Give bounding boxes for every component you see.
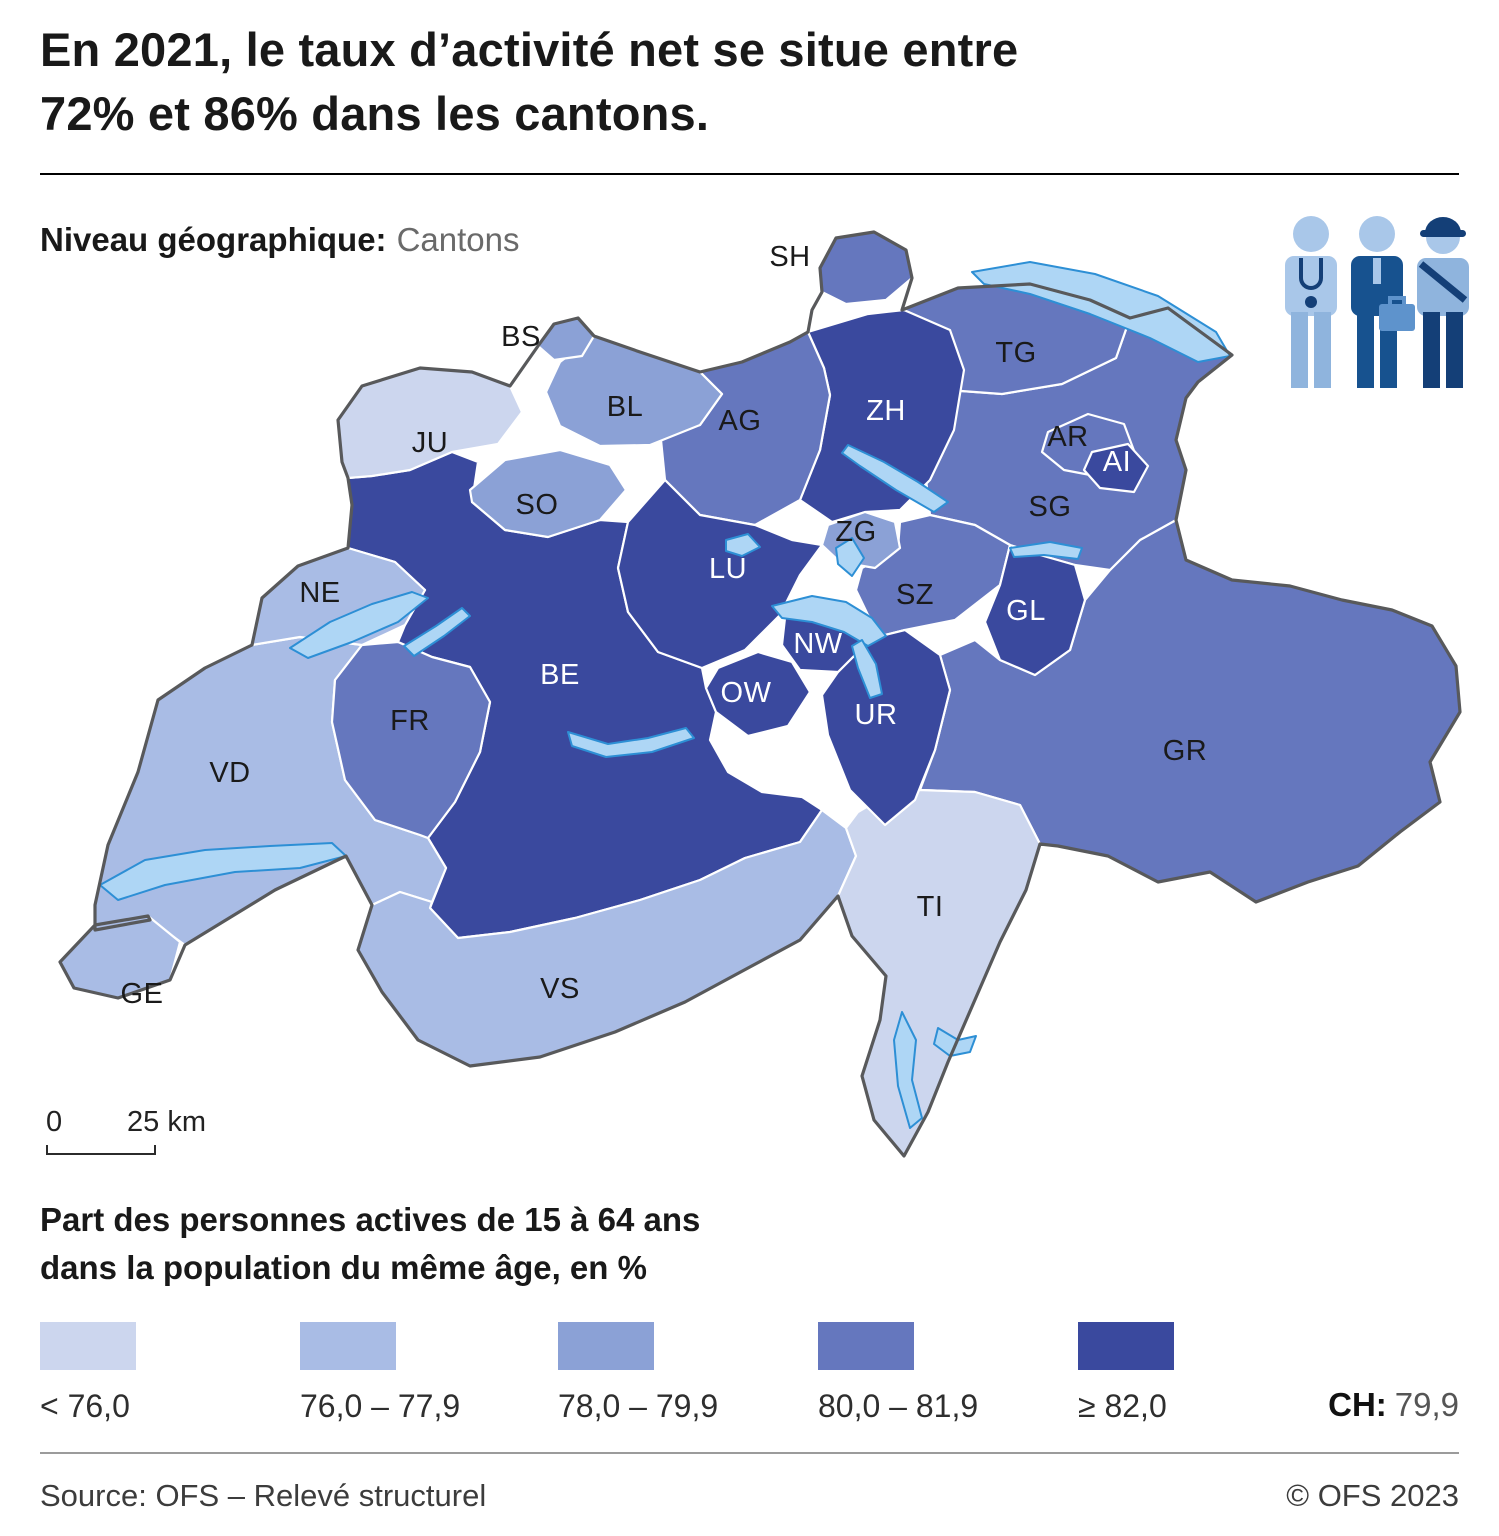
canton-label-tg: TG [995,337,1036,369]
canton-label-lu: LU [709,553,747,585]
legend-item: 80,0 – 81,9 [818,1321,1068,1425]
legend-swatch [300,1321,396,1370]
canton-ai [1082,442,1150,494]
canton-label-fr: FR [390,705,430,737]
canton-label-ow: OW [721,677,772,709]
scale-line [46,1145,156,1155]
ch-average: CH: 79,9 [1328,1386,1459,1424]
title-divider [40,173,1459,175]
lake [289,591,429,659]
canton-lu [616,478,824,670]
canton-label-so: SO [516,489,559,521]
legend: Part des personnes actives de 15 à 64 an… [40,1196,1459,1452]
footer: Source: OFS – Relevé structurel © OFS 20… [40,1478,1459,1514]
legend-title-line-2: dans la population du même âge, en % [40,1248,647,1286]
legend-class-label: ≥ 82,0 [1078,1387,1167,1424]
canton-label-sg: SG [1029,491,1072,523]
scale-start: 0 [46,1106,63,1138]
legend-swatch [818,1321,914,1370]
legend-class-label: 76,0 – 77,9 [300,1387,461,1424]
canton-label-ai: AI [1103,446,1131,478]
canton-label-vd: VD [209,757,250,789]
canton-ow [704,650,812,738]
legend-item: 76,0 – 77,9 [300,1321,550,1425]
geo-level: Niveau géographique: Cantons [40,221,519,259]
lake [851,639,883,699]
lake [893,1011,923,1129]
canton-label-gr: GR [1163,735,1208,767]
legend-item: ≥ 82,0 [1078,1321,1328,1425]
canton-label-ti: TI [917,891,944,923]
canton-labels-layer: GR BE VD VS TI SG TG ZH AG JU NE FR LU SO BL BS SH SZ UR GL… [121,241,1208,1010]
legend-classes: < 76,0 76,0 – 77,9 78,0 – 79,9 80,0 – 81… [40,1321,1459,1452]
workers-pictogram [1285,216,1469,388]
canton-so [468,448,628,539]
worker-icon-business [1351,216,1415,388]
country-outline-layer [58,230,1462,1158]
legend-class-label: 80,0 – 81,9 [818,1387,979,1424]
worker-icon-construction [1417,217,1469,388]
title-line-1: En 2021, le taux d’activité net se situe… [40,23,1019,76]
lake [835,537,865,577]
lake [1009,541,1083,560]
legend-swatch [558,1321,654,1370]
legend-swatch [1078,1321,1174,1370]
legend-item: 78,0 – 79,9 [558,1321,808,1425]
lake [771,595,887,647]
canton-label-zh: ZH [866,395,906,427]
scale-distance: 25 km [127,1106,206,1138]
title-line-2: 72% et 86% dans les cantons. [40,86,710,140]
legend-swatch [40,1321,136,1370]
legend-title-line-1: Part des personnes actives de 15 à 64 an… [40,1201,701,1238]
canton-label-sz: SZ [896,579,934,611]
canton-label-bl: BL [607,391,643,423]
canton-label-zg: ZG [835,516,876,548]
lake [841,444,949,513]
geo-level-value: Cantons [396,221,520,258]
legend-class-label: < 76,0 [40,1387,130,1424]
geo-level-label: Niveau géographique: [40,221,387,258]
canton-label-ar: AR [1047,421,1088,453]
ch-label: CH: [1328,1385,1387,1423]
canton-label-sh: SH [769,241,810,273]
lake [725,533,761,557]
lake [567,727,695,758]
legend-item: < 76,0 [40,1321,290,1425]
copyright-note: © OFS 2023 [1286,1478,1459,1513]
canton-label-nw: NW [793,628,842,660]
canton-label-ne: NE [299,577,340,609]
canton-label-ag: AG [719,405,762,437]
canton-sz [854,513,1012,637]
canton-label-ju: JU [412,427,448,459]
legend-class-label: 78,0 – 79,9 [558,1387,719,1424]
page-title: En 2021, le taux d’activité net se situe… [40,18,1440,146]
map-scale-bar: 0 25 km [46,1106,226,1155]
canton-fr [330,640,492,840]
canton-label-be: BE [540,659,580,691]
country-border [58,230,1462,1158]
ch-value: 79,9 [1394,1385,1459,1423]
source-note: Source: OFS – Relevé structurel [40,1478,487,1513]
lake [403,607,471,657]
canton-label-ur: UR [855,699,898,731]
canton-label-vs: VS [540,973,580,1005]
footer-divider [40,1452,1459,1454]
canton-label-gl: GL [1006,595,1046,627]
lakes-layer [99,261,1231,1129]
legend-title: Part des personnes actives de 15 à 64 an… [40,1196,1459,1292]
canton-label-bs: BS [501,321,541,353]
worker-icon-medical [1285,216,1337,388]
canton-label-ge: GE [121,978,164,1010]
